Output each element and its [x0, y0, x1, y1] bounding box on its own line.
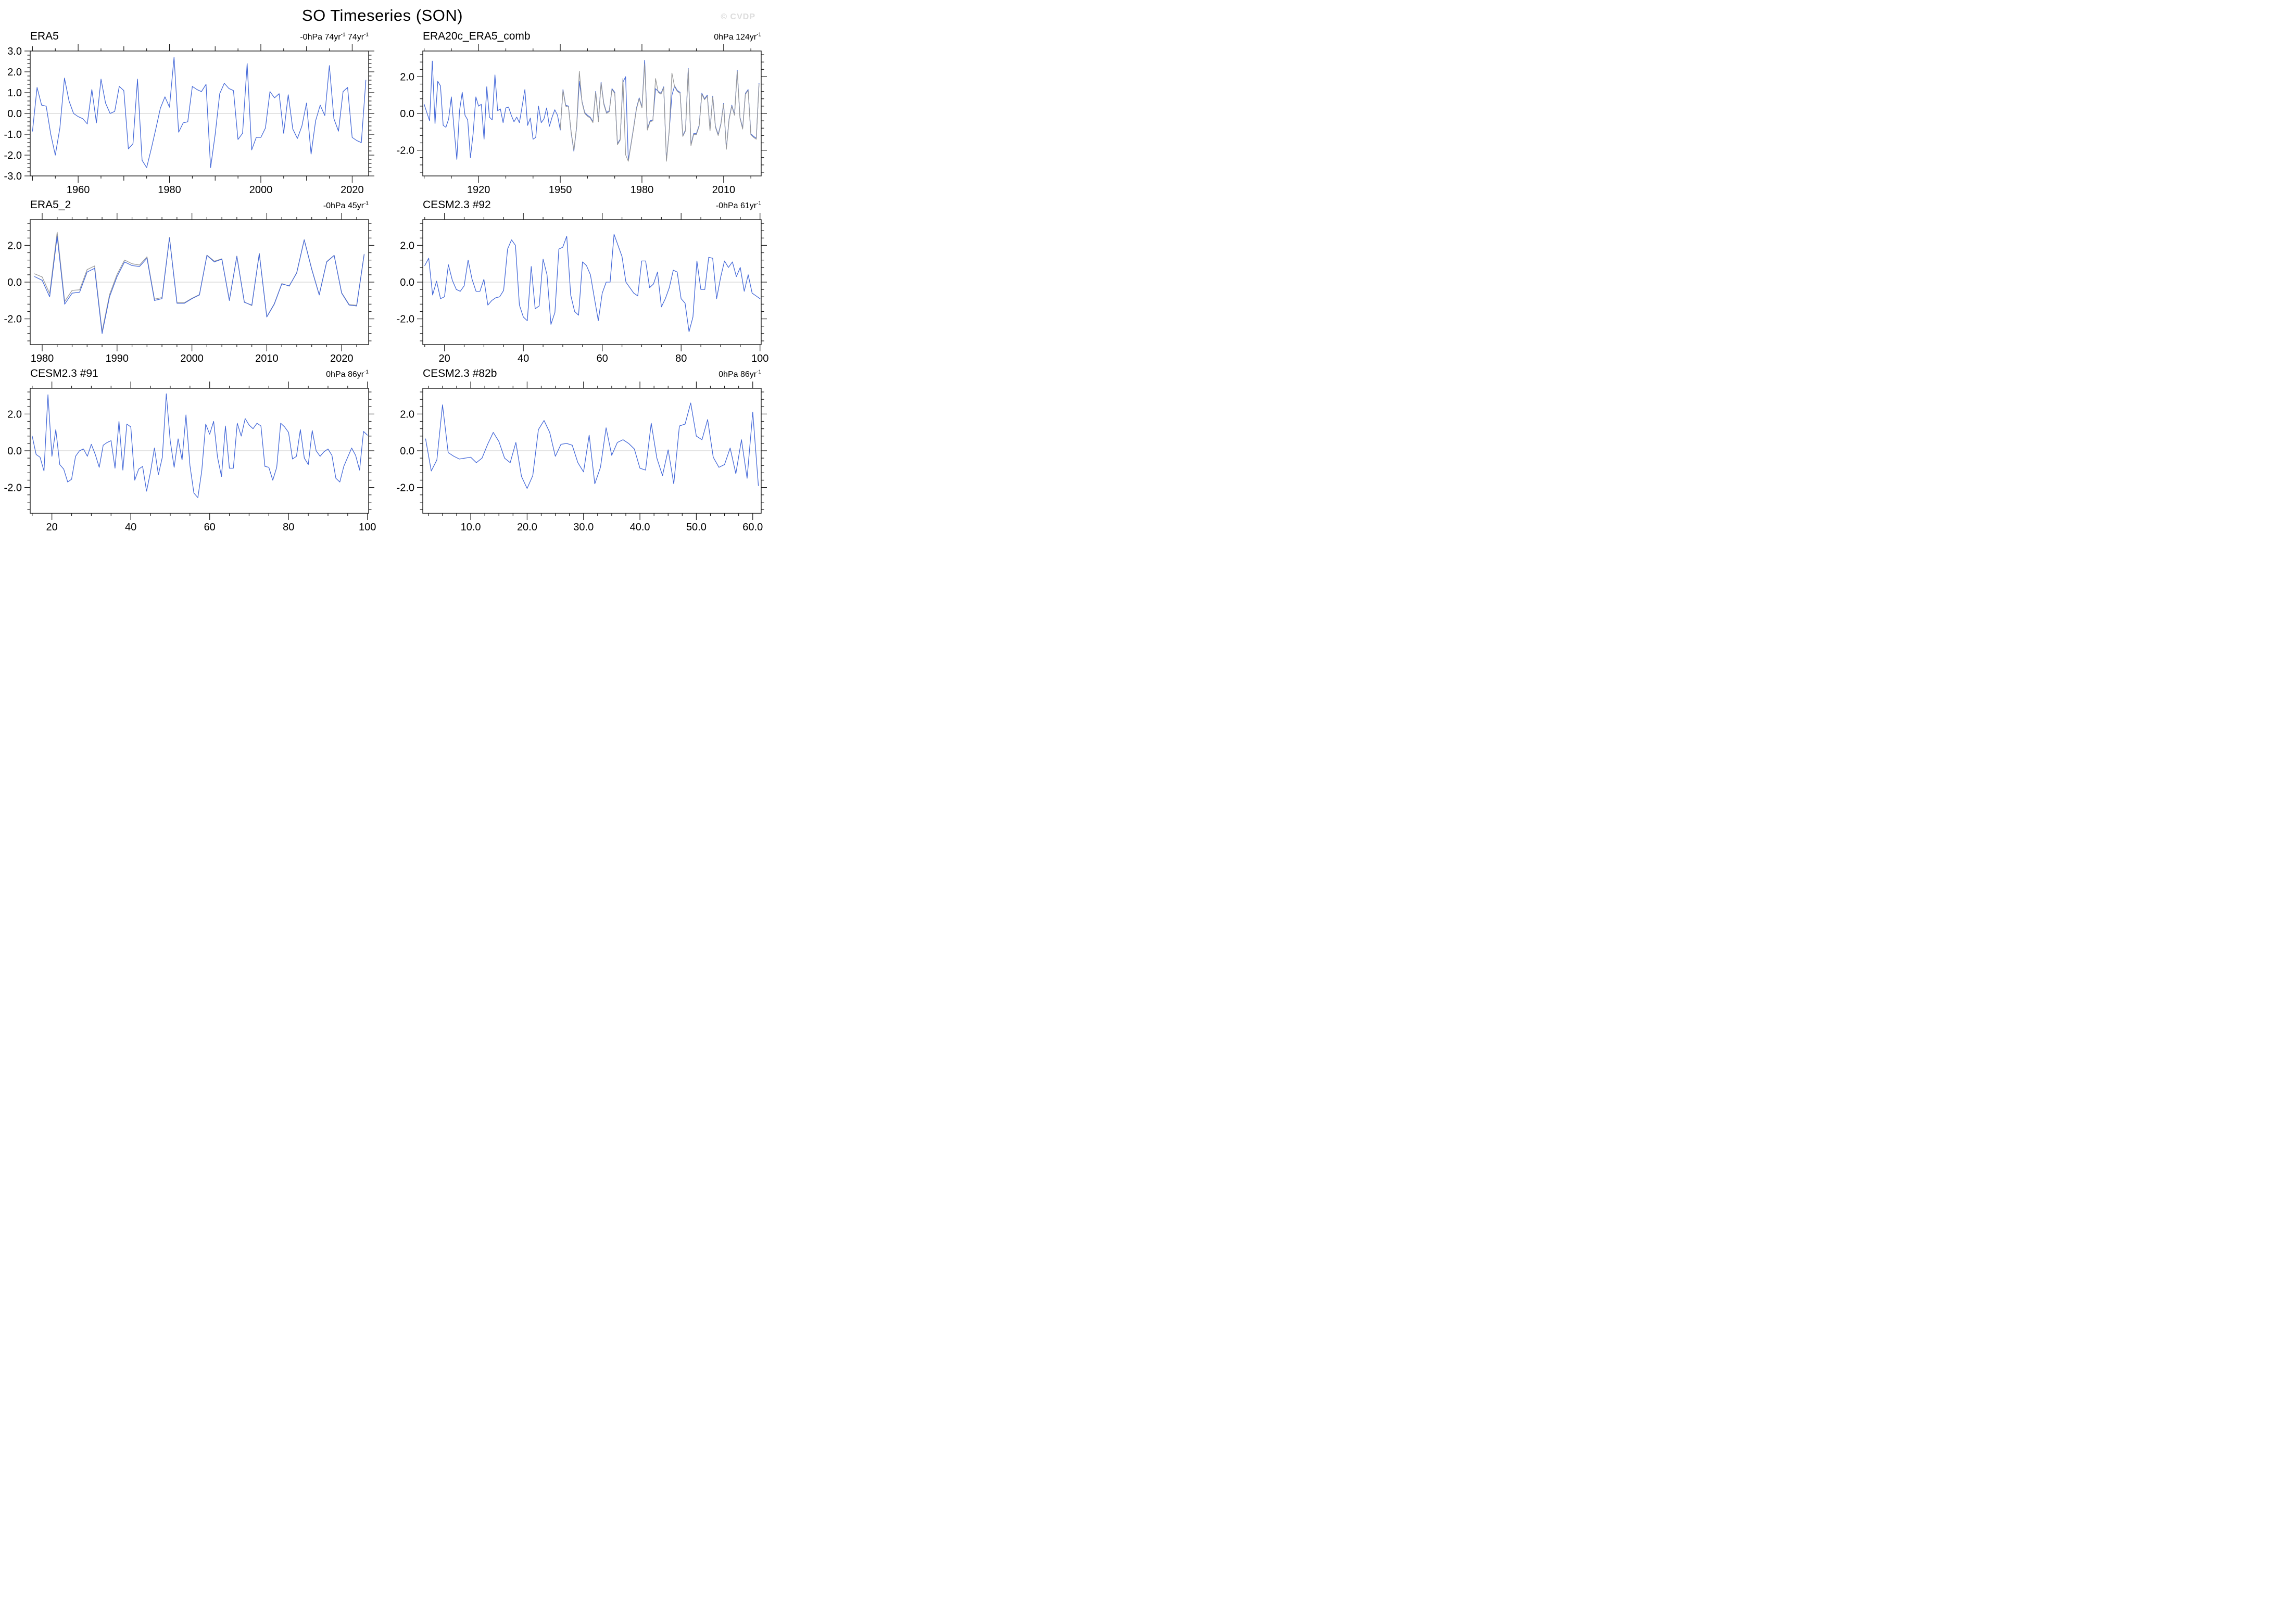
svg-text:2.0: 2.0	[400, 71, 414, 83]
watermark: © CVDP	[721, 12, 755, 21]
panel-cesm23-92: CESM2.3 #92 -0hPa 61yr-1 20 40 60 80 100 -2.0…	[394, 199, 769, 364]
timeseries-chart: 20 40 60 80 100 -2.0 0.0 2.0	[4, 382, 376, 533]
svg-text:40: 40	[125, 522, 136, 533]
svg-text:-2.0: -2.0	[4, 314, 22, 325]
svg-text:80: 80	[283, 522, 294, 533]
svg-text:1.0: 1.0	[7, 87, 22, 99]
trend-label: -0hPa 61yr-1	[715, 200, 761, 210]
svg-text:60: 60	[597, 353, 608, 364]
svg-text:2.0: 2.0	[400, 409, 414, 420]
panel-title: CESM2.3 #82b	[423, 367, 497, 379]
svg-text:80: 80	[675, 353, 687, 364]
svg-text:10.0: 10.0	[461, 522, 481, 533]
svg-text:-3.0: -3.0	[4, 171, 22, 182]
trend-label: 0hPa 86yr-1	[326, 369, 369, 379]
svg-text:2010: 2010	[255, 353, 279, 364]
svg-text:1950: 1950	[549, 184, 572, 196]
svg-text:1980: 1980	[31, 353, 54, 364]
svg-text:100: 100	[359, 522, 376, 533]
panel-header: CESM2.3 #92 -0hPa 61yr-1	[394, 199, 764, 212]
svg-text:100: 100	[751, 353, 768, 364]
svg-text:60.0: 60.0	[742, 522, 763, 533]
trend-label: 0hPa 86yr-1	[719, 369, 761, 379]
svg-text:0.0: 0.0	[7, 277, 22, 288]
trend-label: -0hPa 74yr-1 74yr-1	[300, 32, 369, 42]
svg-text:0.0: 0.0	[400, 446, 414, 457]
panel-era20c-era5-comb: ERA20c_ERA5_comb 0hPa 124yr-1 1920 1950 19…	[394, 30, 767, 196]
svg-text:0.0: 0.0	[7, 108, 22, 120]
svg-text:-1.0: -1.0	[4, 129, 22, 141]
panel-title: CESM2.3 #92	[423, 199, 491, 211]
timeseries-chart: 1920 1950 1980 2010 -2.0 0.0 2.0	[397, 44, 767, 196]
svg-text:2.0: 2.0	[7, 409, 22, 420]
trend-label: -0hPa 45yr-1	[323, 200, 369, 210]
svg-text:2.0: 2.0	[7, 67, 22, 78]
timeseries-chart: 20 40 60 80 100 -2.0 0.0 2.0	[397, 213, 768, 364]
svg-text:20: 20	[439, 353, 450, 364]
panel-cesm23-82b: CESM2.3 #82b 0hPa 86yr-1 10.0 20.0 30.0 40.…	[394, 367, 767, 533]
timeseries-chart: 10.0 20.0 30.0 40.0 50.0 60.0 -2.0 0.0 2.0	[397, 382, 767, 533]
svg-text:40: 40	[518, 353, 529, 364]
svg-text:60: 60	[204, 522, 216, 533]
timeseries-chart: 1960 1980 2000 2020 -3.0 -2.0 -1.0 0.0 1.0 2.0 3.0	[4, 44, 374, 196]
page-title: SO Timeseries (SON)	[301, 6, 463, 24]
panel-title: ERA5_2	[30, 199, 71, 211]
svg-text:-2.0: -2.0	[397, 314, 414, 325]
panel-cesm23-91: CESM2.3 #91 0hPa 86yr-1 20 40 60 80 100 -2.0 0…	[1, 367, 376, 533]
panel-era5: ERA5 -0hPa 74yr-1 74yr-1 1960 1980 2000 202…	[1, 30, 374, 196]
svg-text:30.0: 30.0	[573, 522, 594, 533]
svg-text:2020: 2020	[341, 184, 364, 196]
trend-label: 0hPa 124yr-1	[714, 32, 761, 42]
svg-text:2000: 2000	[249, 184, 273, 196]
panels-grid: ERA5 -0hPa 74yr-1 74yr-1 1960 1980 2000 202…	[0, 30, 769, 533]
svg-text:-2.0: -2.0	[4, 150, 22, 161]
svg-text:2.0: 2.0	[7, 240, 22, 251]
panel-era5-2: ERA5_2 -0hPa 45yr-1 1980 1990 2000 2010 2020…	[1, 199, 374, 364]
svg-text:-2.0: -2.0	[397, 145, 414, 157]
svg-text:40.0: 40.0	[630, 522, 650, 533]
svg-text:50.0: 50.0	[686, 522, 707, 533]
panel-title: ERA20c_ERA5_comb	[423, 30, 531, 42]
panel-title: ERA5	[30, 30, 59, 42]
svg-text:-2.0: -2.0	[397, 483, 414, 494]
svg-text:2020: 2020	[330, 353, 354, 364]
panel-header: ERA5 -0hPa 74yr-1 74yr-1	[1, 30, 372, 44]
svg-text:2000: 2000	[180, 353, 204, 364]
svg-text:0.0: 0.0	[400, 108, 414, 120]
svg-text:-2.0: -2.0	[4, 483, 22, 494]
svg-text:20.0: 20.0	[517, 522, 537, 533]
panel-header: CESM2.3 #91 0hPa 86yr-1	[1, 367, 372, 381]
panel-header: ERA5_2 -0hPa 45yr-1	[1, 199, 372, 212]
svg-text:1960: 1960	[67, 184, 90, 196]
svg-text:0.0: 0.0	[7, 446, 22, 457]
svg-text:1980: 1980	[631, 184, 654, 196]
svg-text:3.0: 3.0	[7, 46, 22, 57]
panel-header: ERA20c_ERA5_comb 0hPa 124yr-1	[394, 30, 764, 44]
panel-title: CESM2.3 #91	[30, 367, 98, 379]
timeseries-chart: 1980 1990 2000 2010 2020 -2.0 0.0 2.0	[4, 213, 374, 364]
svg-text:20: 20	[46, 522, 58, 533]
svg-text:1980: 1980	[158, 184, 181, 196]
svg-text:1990: 1990	[106, 353, 129, 364]
panel-header: CESM2.3 #82b 0hPa 86yr-1	[394, 367, 764, 381]
svg-text:2010: 2010	[712, 184, 736, 196]
svg-text:1920: 1920	[467, 184, 490, 196]
svg-text:2.0: 2.0	[400, 240, 414, 251]
svg-text:0.0: 0.0	[400, 277, 414, 288]
